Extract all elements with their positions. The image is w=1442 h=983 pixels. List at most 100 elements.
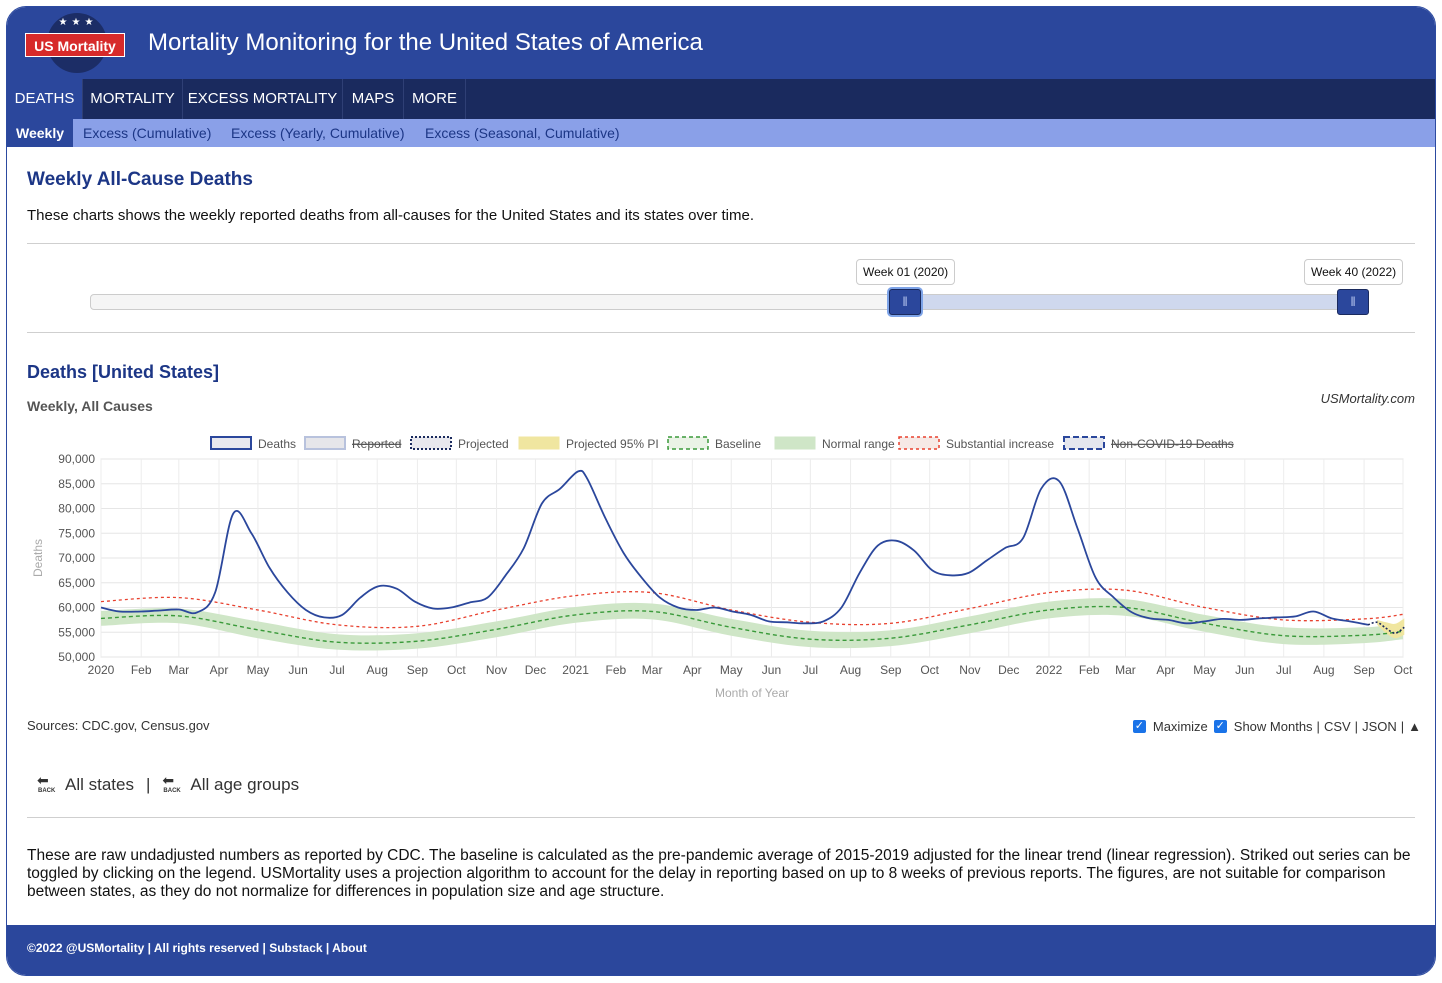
x-tick-label: Aug: [1313, 663, 1334, 677]
range-end-handle[interactable]: ‖: [1337, 289, 1369, 315]
x-tick-label: Jul: [329, 663, 344, 677]
show-months-label: Show Months: [1233, 719, 1313, 734]
nav-deaths[interactable]: DEATHS: [7, 79, 83, 119]
y-axis-title: Deaths: [31, 539, 45, 577]
subnav-weekly[interactable]: Weekly: [7, 119, 73, 147]
x-tick-label: Jun: [1235, 663, 1254, 677]
y-tick-label: 80,000: [58, 502, 95, 516]
back-links: ⬅ BACK All states | ⬅ BACK All age groups: [37, 772, 300, 795]
y-tick-label: 85,000: [58, 477, 95, 491]
x-tick-label: Oct: [1394, 663, 1413, 677]
x-tick-label: Dec: [525, 663, 546, 677]
separator: |: [1316, 719, 1320, 734]
chart-credit: USMortality.com: [1320, 391, 1415, 406]
y-tick-label: 60,000: [58, 601, 95, 615]
page-intro: These charts shows the weekly reported d…: [27, 207, 755, 224]
divider: [27, 243, 1415, 244]
separator: |: [1400, 719, 1405, 734]
x-tick-label: May: [247, 663, 270, 677]
y-tick-label: 50,000: [58, 650, 95, 664]
footer-text[interactable]: ©2022 @USMortality | All rights reserved…: [27, 941, 367, 955]
divider: [27, 817, 1415, 818]
page-title: Weekly All-Cause Deaths: [27, 169, 253, 190]
legend-swatch: [304, 436, 346, 450]
scroll-up-icon[interactable]: ▲: [1408, 719, 1421, 734]
chart-subheading: Weekly, All Causes: [27, 398, 153, 414]
x-tick-label: Jul: [1276, 663, 1291, 677]
x-tick-label: Aug: [367, 663, 388, 677]
all-age-groups-link[interactable]: All age groups: [190, 775, 300, 794]
back-icon[interactable]: ⬅ BACK: [162, 772, 181, 794]
x-tick-label: Feb: [1079, 663, 1100, 677]
legend-swatch: [1063, 436, 1105, 450]
legend-item-label[interactable]: Projected: [458, 437, 509, 451]
maximize-checkbox[interactable]: ✓: [1132, 720, 1146, 733]
x-tick-label: Jun: [288, 663, 307, 677]
nav-mortality[interactable]: MORTALITY: [83, 79, 183, 119]
x-tick-label: Sep: [1353, 663, 1375, 677]
page-frame: ★★★ US Mortality Mortality Monitoring fo…: [6, 6, 1436, 976]
y-tick-label: 90,000: [58, 452, 95, 466]
legend-swatch: [518, 436, 560, 450]
substantial-increase-line: [100, 588, 1404, 629]
site-logo[interactable]: ★★★ US Mortality: [25, 13, 131, 73]
x-tick-label: Oct: [447, 663, 466, 677]
deaths-line: [100, 469, 1369, 626]
json-link[interactable]: JSON: [1362, 719, 1397, 734]
chart-options: ✓ Maximize ✓ Show Months | CSV | JSON | …: [1127, 719, 1421, 734]
range-slider-selection: [905, 295, 1351, 309]
subnav-excess-seasonal[interactable]: Excess (Seasonal, Cumulative): [425, 125, 620, 141]
x-tick-label: 2022: [1036, 663, 1063, 677]
legend-swatch: [210, 436, 252, 450]
x-tick-label: Apr: [210, 663, 229, 677]
x-tick-label: Sep: [880, 663, 902, 677]
subnav-excess-yearly[interactable]: Excess (Yearly, Cumulative): [231, 125, 405, 141]
x-tick-label: Mar: [642, 663, 663, 677]
legend-item-label[interactable]: Reported: [352, 437, 401, 451]
site-title: Mortality Monitoring for the United Stat…: [148, 29, 703, 56]
x-tick-label: Oct: [920, 663, 939, 677]
normal-range-band: [101, 598, 1403, 651]
nav-maps[interactable]: MAPS: [343, 79, 404, 119]
legend-item-label[interactable]: Non-COVID-19 Deaths: [1111, 437, 1234, 451]
x-tick-label: Dec: [998, 663, 1019, 677]
logo-stars-icon: ★★★: [58, 17, 98, 28]
logo-text: US Mortality: [25, 33, 125, 57]
x-axis-title: Month of Year: [715, 686, 789, 700]
legend-swatch: [667, 436, 709, 450]
nav-excess-mortality[interactable]: EXCESS MORTALITY: [183, 79, 343, 119]
back-icon[interactable]: ⬅ BACK: [37, 772, 56, 794]
divider: [27, 332, 1415, 333]
x-tick-label: Apr: [1156, 663, 1175, 677]
legend-item-label[interactable]: Normal range: [822, 437, 895, 451]
range-start-handle[interactable]: ‖: [889, 289, 921, 315]
x-tick-label: May: [1193, 663, 1216, 677]
y-tick-label: 65,000: [58, 576, 95, 590]
legend-item-label[interactable]: Deaths: [258, 437, 296, 451]
separator: |: [1354, 719, 1359, 734]
x-tick-label: Jun: [762, 663, 781, 677]
x-tick-label: Aug: [840, 663, 861, 677]
nav-more[interactable]: MORE: [404, 79, 466, 119]
x-tick-label: Mar: [168, 663, 189, 677]
legend-swatch: [410, 436, 452, 450]
baseline-line: [100, 605, 1404, 644]
range-start-tooltip: Week 01 (2020): [856, 259, 956, 285]
subnav-excess-cumulative[interactable]: Excess (Cumulative): [83, 125, 212, 141]
main-nav: DEATHS MORTALITY EXCESS MORTALITY MAPS M…: [7, 79, 1435, 119]
maximize-label: Maximize: [1152, 719, 1208, 734]
legend-item-label[interactable]: Substantial increase: [946, 437, 1054, 451]
legend-item-label[interactable]: Baseline: [715, 437, 761, 451]
sub-nav: Weekly Excess (Cumulative) Excess (Yearl…: [7, 119, 1435, 147]
sources-text: Sources: CDC.gov, Census.gov: [27, 718, 210, 733]
show-months-checkbox[interactable]: ✓: [1213, 720, 1227, 733]
legend-swatch: [898, 436, 940, 450]
all-states-link[interactable]: All states: [65, 775, 134, 794]
x-tick-label: Apr: [683, 663, 702, 677]
y-tick-label: 70,000: [58, 551, 95, 565]
deaths-chart: 50,000 55,000 60,000 65,000 70,000 75,000 80,0…: [31, 436, 1413, 700]
y-tick-label: 55,000: [58, 625, 95, 639]
x-tick-label: 2021: [562, 663, 589, 677]
legend-item-label[interactable]: Projected 95% PI: [566, 437, 659, 451]
csv-link[interactable]: CSV: [1323, 719, 1351, 734]
